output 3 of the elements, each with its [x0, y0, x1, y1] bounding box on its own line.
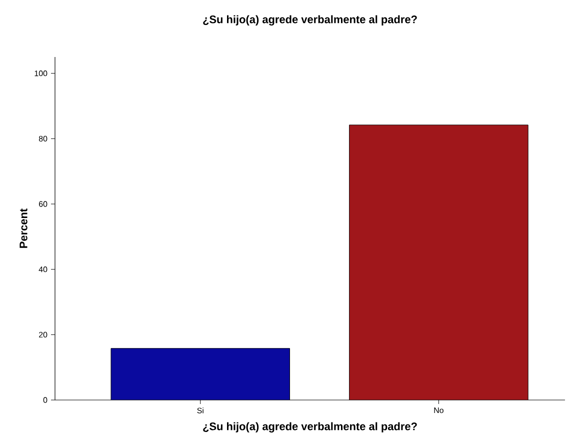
y-axis-title: Percent: [20, 208, 28, 248]
x-axis-title: ¿Su hijo(a) agrede verbalmente al padre?: [203, 422, 417, 432]
chart-title: ¿Su hijo(a) agrede verbalmente al padre?: [203, 15, 417, 26]
